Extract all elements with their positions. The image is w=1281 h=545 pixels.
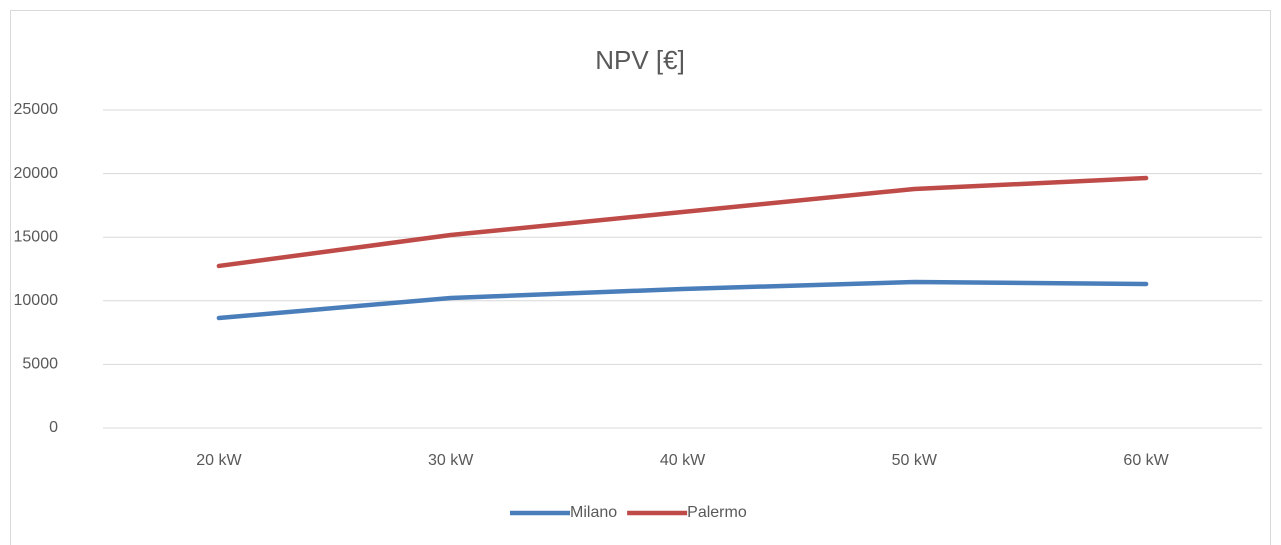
y-tick-label: 25000 — [14, 101, 59, 118]
line-series — [216, 175, 1149, 269]
y-tick-label: 15000 — [14, 228, 59, 245]
legend-label: Milano — [570, 504, 617, 521]
legend-label: Palermo — [687, 504, 747, 521]
x-tick-label: 30 kW — [428, 452, 474, 469]
x-tick-label: 60 kW — [1123, 452, 1169, 469]
y-tick-label: 10000 — [14, 292, 59, 309]
y-tick-label: 20000 — [14, 165, 59, 182]
x-tick-label: 50 kW — [892, 452, 938, 469]
line-series — [216, 279, 1149, 321]
x-tick-label: 20 kW — [196, 452, 242, 469]
y-tick-label: 5000 — [22, 356, 58, 373]
y-tick-label: 0 — [49, 419, 58, 436]
x-tick-label: 40 kW — [660, 452, 706, 469]
chart-frame — [10, 10, 1271, 545]
chart-title: NPV [€] — [595, 45, 685, 75]
